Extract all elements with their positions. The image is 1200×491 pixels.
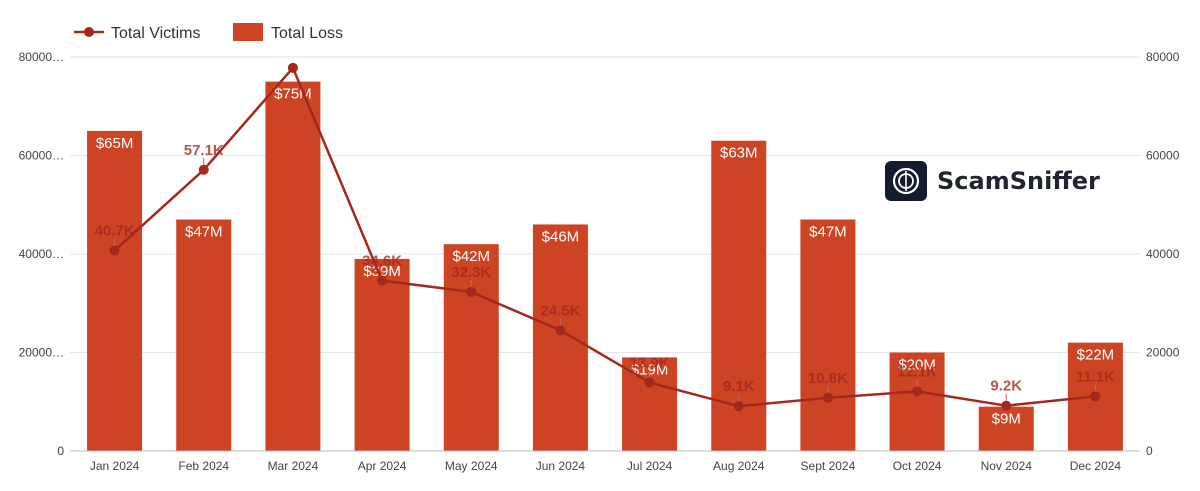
line-data-label: 13.9K	[630, 355, 670, 372]
legend-marker-swatch	[84, 27, 94, 37]
victims-point	[466, 286, 477, 297]
gridlines	[70, 56, 1140, 353]
victims-point	[377, 275, 388, 286]
line-total-victims	[109, 62, 1101, 412]
bar-data-label: $65M	[96, 135, 134, 152]
victims-point	[912, 386, 923, 397]
legend: Total Victims Total Loss	[74, 23, 343, 42]
legend-item-total-victims[interactable]: Total Victims	[74, 25, 201, 42]
x-tick-label: May 2024	[445, 459, 498, 473]
line-data-label: 12.1K	[897, 363, 937, 380]
bar	[443, 244, 499, 451]
legend-label-total-loss: Total Loss	[271, 25, 343, 42]
x-axis: Jan 2024 Feb 2024 Mar 2024 Apr 2024 May 2024…	[90, 459, 1122, 473]
x-tick-label: Oct 2024	[893, 459, 942, 473]
victims-point	[109, 245, 120, 256]
bar	[176, 219, 232, 451]
bar	[800, 219, 856, 451]
bar-data-label: $47M	[809, 224, 847, 241]
bar	[978, 406, 1034, 451]
y-axis-left: 0 20000… 40000… 60000… 80000…	[19, 50, 65, 458]
victims-point	[733, 401, 744, 412]
victims-point	[1090, 391, 1101, 402]
y-right-tick-label: 0	[1146, 444, 1153, 458]
y-left-tick-label: 60000…	[19, 149, 64, 163]
x-tick-label: Nov 2024	[981, 459, 1033, 473]
bar-data-label: $22M	[1077, 347, 1115, 364]
y-right-tick-label: 40000	[1146, 247, 1180, 261]
x-tick-label: Aug 2024	[713, 459, 765, 473]
y-right-tick-label: 60000	[1146, 149, 1180, 163]
line-labels: 40.7K 57.1K 34.6K 32.3K 24.5K 13.9K 9.1K 10.8K 1…	[95, 142, 1115, 402]
victims-line	[113, 66, 1096, 408]
line-data-label: 34.6K	[362, 253, 402, 270]
bars-total-loss	[87, 81, 1123, 451]
line-data-label: 9.2K	[990, 378, 1022, 395]
victims-point	[198, 164, 209, 175]
x-tick-label: Jul 2024	[627, 459, 673, 473]
bar-data-label: $42M	[452, 248, 490, 265]
bar-data-label: $63M	[720, 145, 758, 162]
line-data-label: 11.1K	[1076, 368, 1115, 385]
bar	[354, 258, 410, 451]
victims-point	[822, 392, 833, 403]
y-right-tick-label: 80000	[1146, 50, 1180, 64]
legend-bar-swatch	[233, 23, 263, 41]
victims-point	[1001, 400, 1012, 411]
bar-data-label: $47M	[185, 224, 223, 241]
line-data-label: 24.5K	[540, 302, 580, 319]
legend-item-total-loss[interactable]: Total Loss	[233, 23, 343, 42]
line-data-label: 32.3K	[451, 264, 491, 281]
line-data-label: 57.1K	[184, 142, 224, 159]
bar	[87, 130, 143, 451]
line-data-label: 40.7K	[95, 223, 135, 240]
bar-data-label: $46M	[542, 228, 580, 245]
y-left-tick-label: 20000…	[19, 346, 64, 360]
bar-data-label: $9M	[992, 411, 1021, 428]
bar-labels: $65M$47M$75M$39M$42M$46M$19M$63M$47M$20M…	[96, 86, 1114, 428]
line-data-label: 10.8K	[808, 370, 848, 387]
brand-name: ScamSniffer	[937, 167, 1100, 195]
y-left-tick-label: 80000…	[19, 50, 64, 64]
victims-point	[287, 62, 298, 73]
line-data-label: 9.1K	[723, 378, 755, 395]
y-axis-right: 0 20000 40000 60000 80000	[1146, 50, 1180, 458]
bar	[889, 352, 945, 451]
x-tick-label: Jun 2024	[536, 459, 586, 473]
x-tick-label: Dec 2024	[1070, 459, 1122, 473]
bar-data-label: $20M	[898, 357, 936, 374]
x-tick-label: Jan 2024	[90, 459, 140, 473]
bar	[265, 81, 321, 451]
y-left-tick-label: 40000…	[19, 247, 64, 261]
logo-ring	[892, 167, 920, 195]
bar-data-label: $19M	[631, 361, 669, 378]
x-tick-label: Apr 2024	[358, 459, 407, 473]
bar	[532, 224, 588, 451]
x-tick-label: Sept 2024	[801, 459, 856, 473]
x-tick-label: Mar 2024	[268, 459, 319, 473]
x-tick-label: Feb 2024	[178, 459, 229, 473]
victims-point	[555, 325, 566, 336]
y-left-tick-label: 0	[57, 444, 64, 458]
scamsniffer-watermark: ScamSniffer	[885, 161, 1100, 201]
legend-label-total-victims: Total Victims	[111, 25, 201, 42]
y-right-tick-label: 20000	[1146, 346, 1180, 360]
victims-point	[644, 377, 655, 388]
